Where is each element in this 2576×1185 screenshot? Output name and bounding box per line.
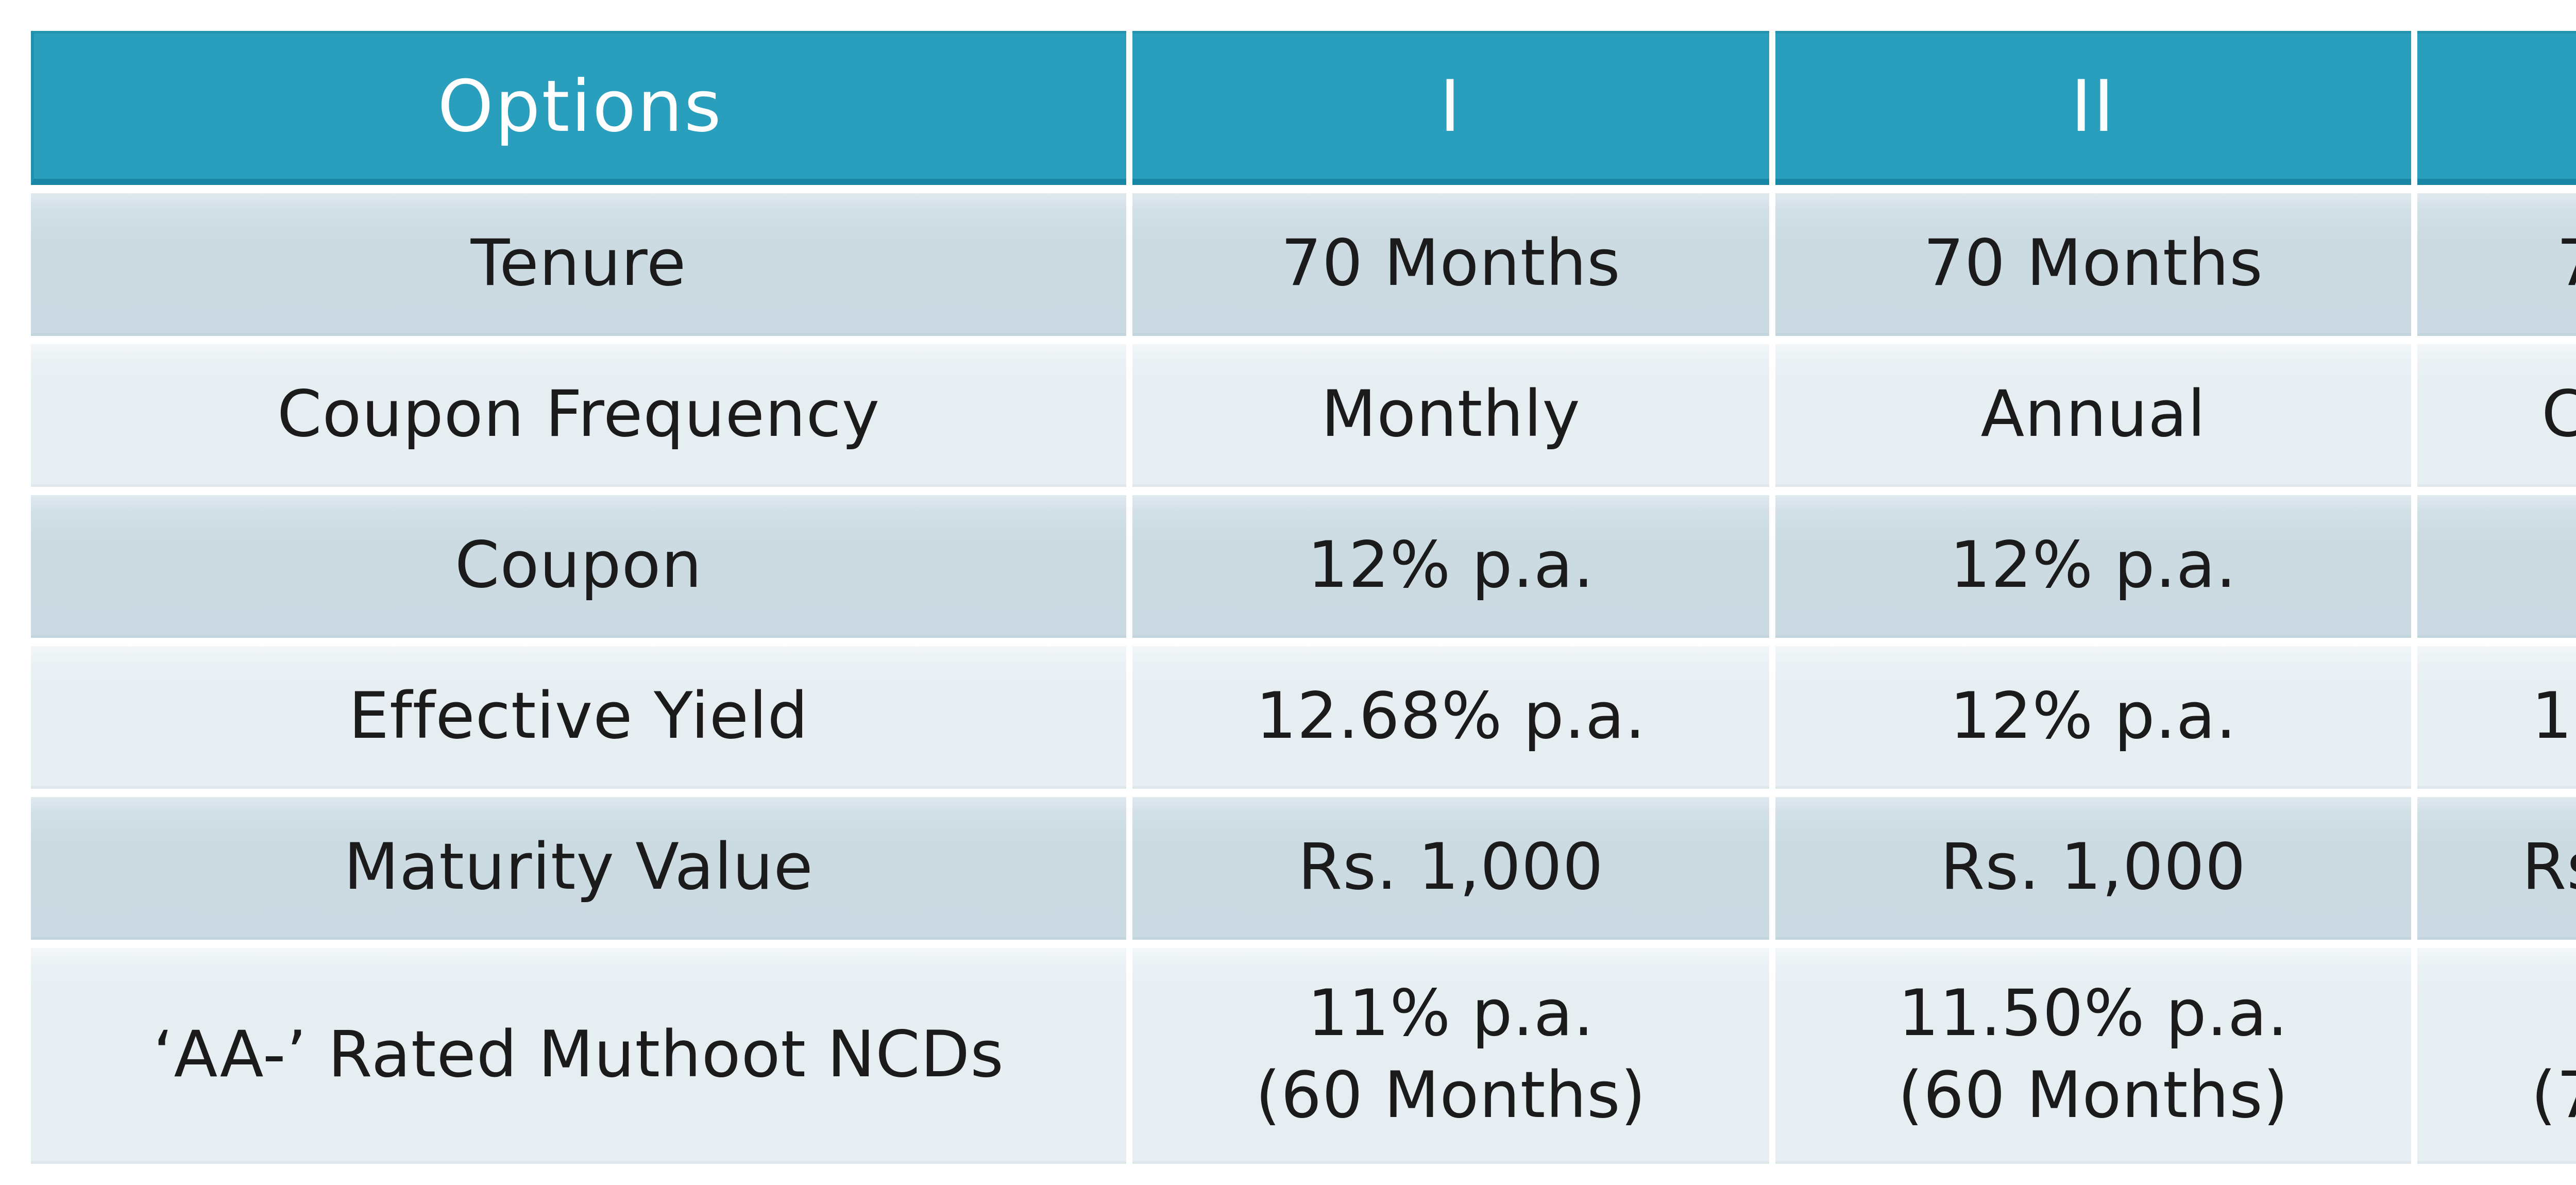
cell-coupon-ii: 12% p.a.	[1775, 495, 2411, 638]
table-header-row: Options I II III	[31, 31, 2576, 185]
row-label-maturity-value: Maturity Value	[31, 797, 1126, 940]
cell-maturity-value-iii: Rs. 2,006.76	[2417, 797, 2576, 940]
cell-maturity-value-ii: Rs. 1,000	[1775, 797, 2411, 940]
table-row-coupon: Coupon 12% p.a. 12% p.a. N.A.	[31, 495, 2576, 638]
cell-aa-rated-iii: Rs. 2,000 (75 Months)	[2417, 948, 2576, 1164]
cell-effective-yield-ii: 12% p.a.	[1775, 646, 2411, 789]
row-label-coupon: Coupon	[31, 495, 1126, 638]
table-row-maturity-value: Maturity Value Rs. 1,000 Rs. 1,000 Rs. 2…	[31, 797, 2576, 940]
header-cell-option-iii: III	[2417, 31, 2576, 185]
row-label-tenure: Tenure	[31, 193, 1126, 336]
table-row-effective-yield: Effective Yield 12.68% p.a. 12% p.a. 12.…	[31, 646, 2576, 789]
cell-effective-yield-iii: 12.68% p.a.	[2417, 646, 2576, 789]
table-row-aa-rated-muthoot-ncds: ‘AA-’ Rated Muthoot NCDs 11% p.a. (60 Mo…	[31, 948, 2576, 1164]
ncd-options-table: Options I II III Tenure 70 Months 70 Mon…	[25, 23, 2576, 1172]
header-cell-option-i: I	[1132, 31, 1769, 185]
table-row-coupon-frequency: Coupon Frequency Monthly Annual Cumulati…	[31, 344, 2576, 487]
cell-maturity-value-i: Rs. 1,000	[1132, 797, 1769, 940]
cell-tenure-i: 70 Months	[1132, 193, 1769, 336]
row-label-aa-rated-muthoot-ncds: ‘AA-’ Rated Muthoot NCDs	[31, 948, 1126, 1164]
cell-aa-rated-ii: 11.50% p.a. (60 Months)	[1775, 948, 2411, 1164]
table-row-tenure: Tenure 70 Months 70 Months 70 Months	[31, 193, 2576, 336]
cell-coupon-frequency-iii: Cumulative	[2417, 344, 2576, 487]
cell-tenure-ii: 70 Months	[1775, 193, 2411, 336]
cell-aa-rated-i: 11% p.a. (60 Months)	[1132, 948, 1769, 1164]
row-label-coupon-frequency: Coupon Frequency	[31, 344, 1126, 487]
cell-coupon-frequency-i: Monthly	[1132, 344, 1769, 487]
header-cell-option-ii: II	[1775, 31, 2411, 185]
cell-effective-yield-i: 12.68% p.a.	[1132, 646, 1769, 789]
cell-coupon-frequency-ii: Annual	[1775, 344, 2411, 487]
header-cell-options: Options	[31, 31, 1126, 185]
cell-coupon-i: 12% p.a.	[1132, 495, 1769, 638]
row-label-effective-yield: Effective Yield	[31, 646, 1126, 789]
cell-coupon-iii: N.A.	[2417, 495, 2576, 638]
cell-tenure-iii: 70 Months	[2417, 193, 2576, 336]
